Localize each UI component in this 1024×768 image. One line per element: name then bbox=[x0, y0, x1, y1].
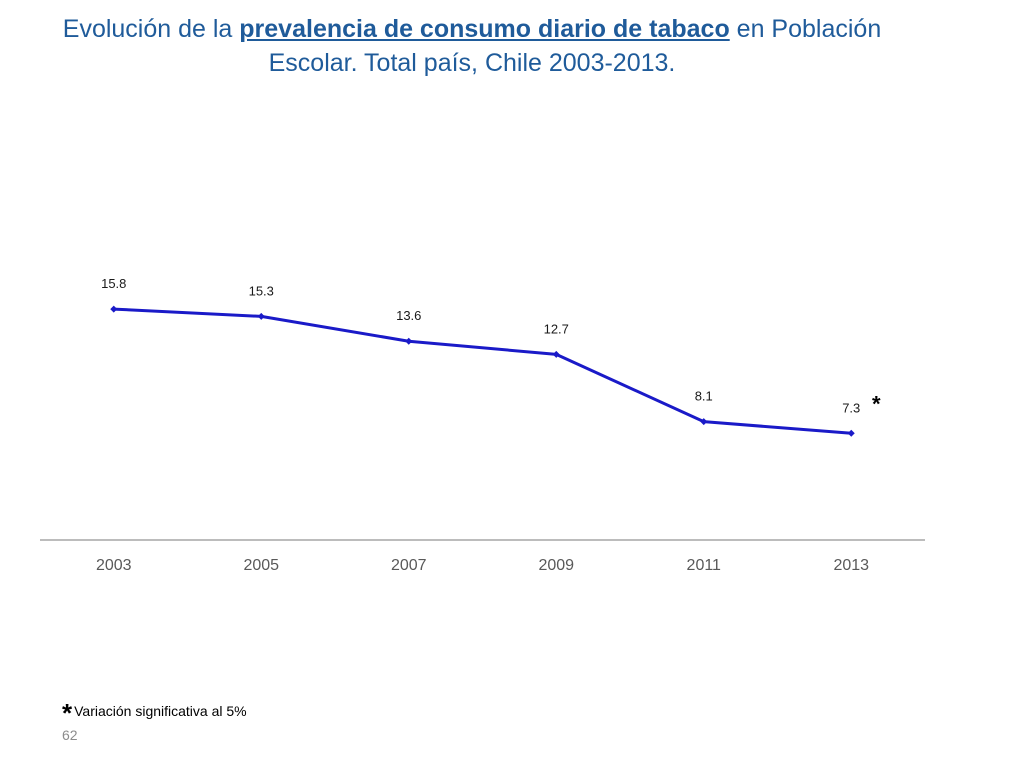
x-tick-label-2005: 2005 bbox=[243, 557, 279, 574]
data-point-2005 bbox=[257, 312, 265, 320]
data-label-2007: 13.6 bbox=[396, 308, 421, 323]
series-line bbox=[113, 307, 852, 435]
data-point-2007 bbox=[405, 337, 413, 345]
x-tick-label-2013: 2013 bbox=[833, 557, 869, 574]
data-label-2009: 12.7 bbox=[544, 321, 569, 336]
footnote-star: * bbox=[62, 698, 73, 728]
title-suffix: en Población Escolar. Total país, Chile … bbox=[268, 15, 882, 77]
data-label-2011: 8.1 bbox=[695, 389, 713, 404]
x-tick-label-2011: 2011 bbox=[687, 557, 722, 574]
data-label-2003: 15.8 bbox=[101, 276, 126, 291]
x-tick-label-2003: 2003 bbox=[96, 557, 132, 574]
footnote: * Variación significativa al 5% bbox=[62, 698, 247, 729]
x-tick-label-2009: 2009 bbox=[538, 557, 574, 574]
significance-star-2013: * bbox=[872, 391, 881, 416]
footnote-text: Variación significativa al 5% bbox=[74, 703, 247, 719]
title-prefix: Evolución de la bbox=[62, 15, 240, 43]
data-point-2011 bbox=[700, 418, 708, 426]
x-tick-label-2007: 2007 bbox=[391, 557, 427, 574]
title-highlight: prevalencia de consumo diario de tabaco bbox=[239, 15, 730, 43]
data-point-2009 bbox=[552, 350, 560, 358]
data-point-2003 bbox=[110, 305, 118, 313]
data-label-2013: 7.3 bbox=[842, 400, 860, 415]
data-point-2013 bbox=[847, 429, 855, 437]
page-number: 62 bbox=[62, 727, 78, 743]
chart-title: Evolución de la prevalencia de consumo d… bbox=[40, 12, 904, 80]
data-label-2005: 15.3 bbox=[249, 283, 274, 298]
